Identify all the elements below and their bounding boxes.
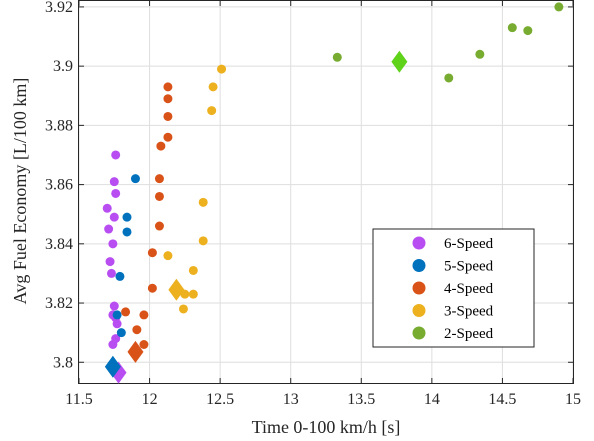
data-point bbox=[554, 2, 564, 12]
mean-markers bbox=[104, 50, 408, 384]
data-point bbox=[147, 283, 157, 293]
data-point bbox=[121, 307, 131, 317]
data-point bbox=[154, 221, 164, 231]
data-point bbox=[444, 73, 454, 83]
data-point bbox=[154, 174, 164, 184]
plot-area-frame bbox=[78, 0, 574, 384]
data-point bbox=[102, 203, 112, 213]
grid bbox=[78, 1, 574, 383]
legend-entry-label: 4-Speed bbox=[444, 281, 494, 297]
x-tick-label: 13.5 bbox=[347, 391, 375, 408]
mean-diamond-marker bbox=[168, 278, 185, 301]
legend-entry-label: 3-Speed bbox=[444, 304, 494, 320]
legend-entry-label: 2-Speed bbox=[444, 326, 494, 342]
y-axis-label: Avg Fuel Economy [L/100 km] bbox=[10, 78, 30, 305]
data-point bbox=[163, 251, 173, 261]
data-point bbox=[130, 174, 140, 184]
y-tick-label: 3.9 bbox=[53, 58, 73, 75]
x-tick-label: 12.5 bbox=[206, 391, 234, 408]
mean-diamond-marker bbox=[104, 355, 121, 378]
x-tick-label: 11.5 bbox=[65, 391, 92, 408]
legend: 6-Speed 5-Speed 4-Speed 3-Speed 2-Speed bbox=[372, 228, 535, 348]
data-point bbox=[139, 310, 149, 320]
mean-diamond-marker bbox=[391, 50, 408, 73]
data-point bbox=[122, 227, 132, 237]
data-point bbox=[115, 271, 125, 281]
data-point bbox=[139, 340, 149, 350]
data-point bbox=[207, 106, 217, 116]
data-point bbox=[475, 49, 485, 59]
data-point bbox=[188, 289, 198, 299]
mean-diamond-marker bbox=[127, 340, 144, 363]
data-point bbox=[122, 212, 132, 222]
data-point bbox=[178, 304, 188, 314]
data-point bbox=[523, 26, 533, 36]
legend-marker bbox=[412, 281, 426, 295]
data-point bbox=[108, 239, 118, 249]
data-point bbox=[106, 268, 116, 278]
y-tick-label: 3.84 bbox=[45, 236, 73, 253]
legend-marker bbox=[412, 259, 426, 272]
data-point bbox=[332, 52, 342, 62]
data-point bbox=[109, 177, 119, 187]
x-tick-label: 15 bbox=[565, 391, 581, 408]
data-point bbox=[104, 224, 114, 234]
legend-marker bbox=[412, 304, 426, 317]
data-point bbox=[111, 150, 121, 160]
legend-marker bbox=[412, 236, 426, 250]
legend-entry-label: 5-Speed bbox=[444, 259, 494, 275]
data-point bbox=[111, 188, 121, 198]
data-point bbox=[147, 248, 157, 258]
data-point bbox=[507, 23, 517, 33]
data-point bbox=[108, 340, 118, 350]
axis-ticks: 11.5 12 12.5 13 13.5 14 14.5 15 3.8 3.82 3.84 3.86 3… bbox=[45, 0, 581, 408]
data-point bbox=[112, 310, 122, 320]
x-tick-label: 12 bbox=[142, 391, 158, 408]
data-point bbox=[109, 212, 119, 222]
x-tick-label: 14 bbox=[424, 391, 440, 408]
data-points bbox=[102, 2, 564, 350]
data-point bbox=[163, 111, 173, 121]
x-axis-label: Time 0-100 km/h [s] bbox=[252, 417, 401, 437]
data-point bbox=[163, 132, 173, 142]
data-point bbox=[154, 191, 164, 201]
y-tick-label: 3.88 bbox=[45, 117, 73, 134]
data-point bbox=[198, 197, 208, 207]
data-point bbox=[132, 325, 142, 335]
data-point bbox=[198, 236, 208, 246]
legend-box bbox=[372, 228, 535, 348]
x-tick-label: 14.5 bbox=[488, 391, 516, 408]
data-point bbox=[109, 301, 119, 311]
y-tick-label: 3.8 bbox=[53, 354, 73, 371]
data-point bbox=[208, 82, 218, 92]
data-point bbox=[156, 141, 166, 151]
data-point bbox=[217, 64, 227, 74]
data-point bbox=[112, 319, 122, 329]
data-point bbox=[105, 257, 115, 267]
data-point bbox=[116, 328, 126, 338]
data-point bbox=[163, 82, 173, 92]
y-tick-label: 3.82 bbox=[45, 295, 73, 312]
data-point bbox=[188, 265, 198, 275]
data-point bbox=[163, 94, 173, 104]
y-tick-label: 3.92 bbox=[45, 0, 73, 16]
legend-entry-label: 6-Speed bbox=[444, 236, 494, 252]
x-tick-label: 13 bbox=[283, 391, 299, 408]
legend-marker bbox=[412, 326, 426, 340]
y-tick-label: 3.86 bbox=[45, 177, 73, 194]
